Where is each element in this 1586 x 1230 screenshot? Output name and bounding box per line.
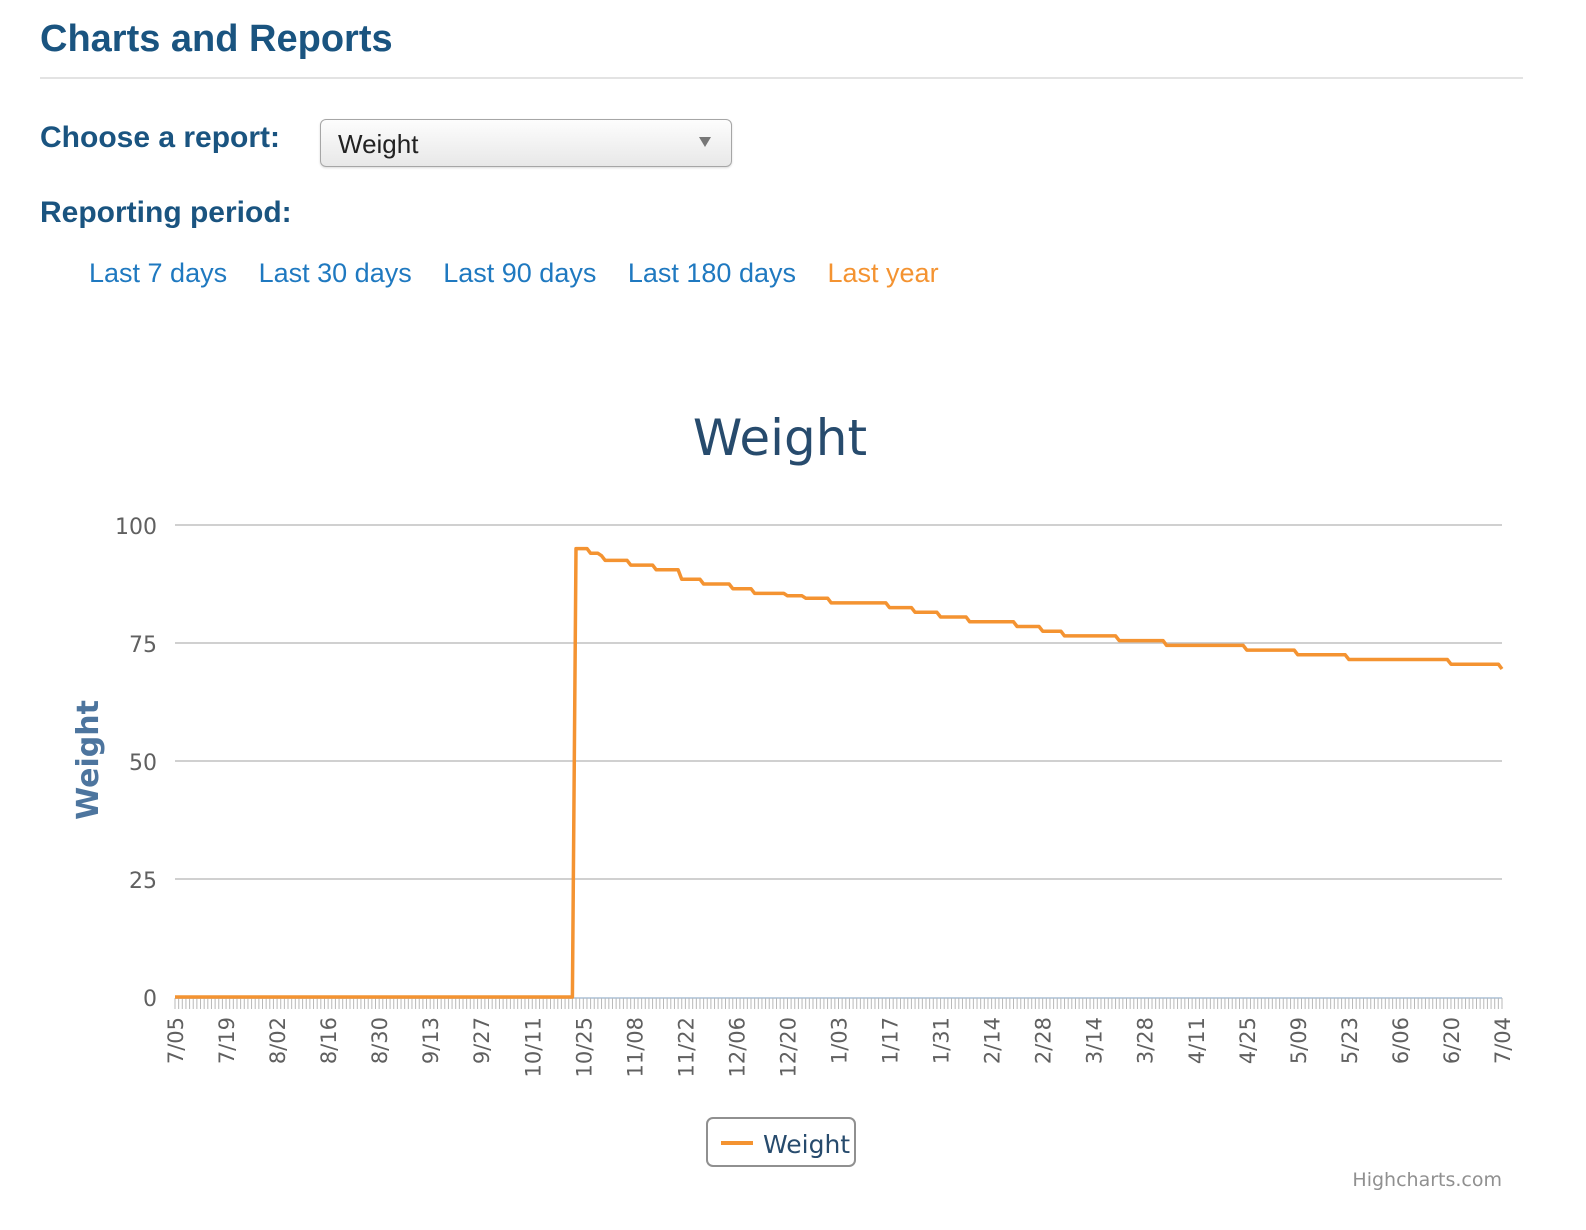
x-tick-label-8-16: 8/16 [317,1017,341,1064]
chart-credits[interactable]: Highcharts.com [1352,1169,1502,1191]
legend-box [706,1117,856,1167]
x-tick-label-11-08: 11/08 [623,1017,647,1078]
x-tick-label-7-19: 7/19 [215,1017,239,1064]
x-tick-label-9-13: 9/13 [419,1017,443,1064]
series-weight [175,546,1504,999]
page-title: Charts and Reports [40,18,393,60]
x-tick-label-6-06: 6/06 [1389,1017,1413,1064]
x-tick-label-10-25: 10/25 [572,1017,596,1078]
x-tick-label-1-03: 1/03 [828,1017,852,1064]
x-tick-label-2-14: 2/14 [981,1017,1005,1064]
x-axis [174,997,1503,1009]
x-tick-label-2-28: 2/28 [1032,1017,1056,1064]
report-select[interactable]: Weight [320,119,732,167]
period-link-last-year[interactable]: Last year [827,258,939,288]
x-tick-label-9-27: 9/27 [470,1017,494,1064]
period-label: Reporting period: [40,196,292,229]
y-axis-ticks: 0 25 50 75 100 [115,515,157,1012]
legend[interactable]: Weight [706,1117,856,1167]
period-link-7-days[interactable]: Last 7 days [89,258,228,288]
x-tick-label-12-06: 12/06 [725,1017,749,1078]
x-tick-label-5-23: 5/23 [1338,1017,1362,1064]
x-tick-label-1-17: 1/17 [879,1017,903,1064]
x-tick-label-10-11: 10/11 [521,1017,545,1078]
y-tick-label-75: 75 [129,633,157,658]
period-link-30-days[interactable]: Last 30 days [258,258,412,288]
series-line-weight [175,546,1504,999]
report-label: Choose a report: [40,121,281,154]
y-tick-label-25: 25 [129,869,157,894]
x-tick-label-8-30: 8/30 [368,1017,392,1064]
x-tick-label-7-04: 7/04 [1491,1017,1515,1064]
y-tick-label-0: 0 [143,987,157,1012]
chevron-down-icon [699,137,711,147]
x-tick-label-7-05: 7/05 [164,1017,188,1064]
report-select-value: Weight [338,129,419,159]
x-axis-labels: 7/05 7/19 8/02 8/16 8/30 9/13 9/27 10/11 10/25 11… [164,1017,1515,1078]
x-tick-label-11-22: 11/22 [674,1017,698,1078]
chart-title: Weight [693,409,867,467]
x-tick-label-4-25: 4/25 [1236,1017,1260,1064]
legend-item-weight[interactable]: Weight [763,1130,850,1159]
x-tick-label-3-28: 3/28 [1134,1017,1158,1064]
title-divider [40,77,1523,79]
weight-chart: Weight 0 25 50 75 100 Weight 7/05 7/19 8/02 8/1… [71,409,1515,1191]
period-links: Last 7 days Last 30 days Last 90 days La… [89,258,963,289]
y-axis-title: Weight [71,700,106,820]
x-tick-label-8-02: 8/02 [266,1017,290,1064]
y-tick-label-50: 50 [129,751,157,776]
grid-lines [175,524,1502,880]
x-tick-label-3-14: 3/14 [1083,1017,1107,1064]
y-tick-label-100: 100 [115,515,157,540]
x-tick-label-5-09: 5/09 [1287,1017,1311,1064]
x-tick-label-4-11: 4/11 [1185,1017,1209,1064]
x-tick-label-6-20: 6/20 [1440,1017,1464,1064]
period-link-180-days[interactable]: Last 180 days [627,258,796,288]
x-tick-label-1-31: 1/31 [930,1017,954,1064]
period-link-90-days[interactable]: Last 90 days [443,258,597,288]
x-tick-label-12-20: 12/20 [776,1017,800,1078]
